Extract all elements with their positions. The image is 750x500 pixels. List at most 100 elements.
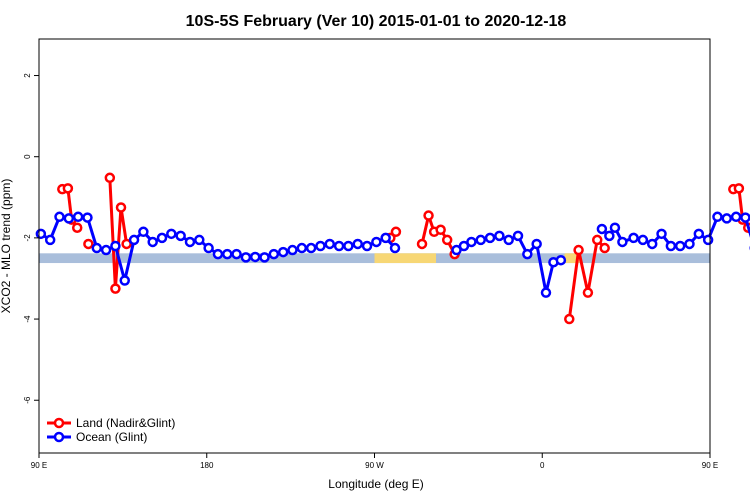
series-1-point bbox=[555, 254, 567, 266]
y-tick-label-4: -6 bbox=[23, 396, 32, 404]
map-band bbox=[39, 253, 710, 264]
series-1-point bbox=[628, 232, 639, 244]
x-tick-label-4: 90 E bbox=[702, 461, 718, 470]
land-band-1 bbox=[564, 253, 580, 264]
series-1-point bbox=[315, 240, 326, 252]
series-1-point bbox=[72, 211, 84, 223]
series-1-point bbox=[466, 236, 477, 248]
x-tick-label-0: 90 E bbox=[31, 461, 47, 470]
series-0-point bbox=[110, 283, 121, 294]
series-1-point bbox=[212, 248, 224, 260]
series-1-point bbox=[494, 230, 505, 242]
series-1-point bbox=[540, 287, 552, 298]
series-1-point bbox=[138, 226, 149, 238]
series-1-point bbox=[156, 232, 168, 244]
series-1-point bbox=[609, 222, 621, 233]
series-1-point bbox=[484, 232, 496, 244]
series-0-point bbox=[115, 202, 127, 213]
legend-label-land: Land (Nadir&Glint) bbox=[76, 416, 175, 430]
series-0-point bbox=[423, 210, 434, 221]
legend-marker-land bbox=[53, 417, 65, 429]
series-1-point bbox=[91, 242, 103, 254]
series-1-point bbox=[371, 236, 382, 248]
series-1-point bbox=[740, 212, 750, 223]
series-1-point bbox=[380, 232, 391, 244]
series-0-point bbox=[599, 242, 610, 254]
series-1-point bbox=[596, 223, 608, 235]
series-1-point bbox=[646, 238, 658, 250]
series-1-point bbox=[684, 238, 695, 250]
series-1-point bbox=[63, 213, 75, 224]
series-1-point bbox=[522, 248, 533, 260]
series-1-point bbox=[604, 230, 615, 242]
y-tick-label-1: 0 bbox=[23, 154, 32, 159]
series-0-point bbox=[71, 222, 83, 233]
series-1-point bbox=[184, 236, 196, 248]
series-1-point bbox=[324, 238, 336, 250]
series-1-point bbox=[674, 240, 686, 252]
series-0-point bbox=[121, 238, 132, 250]
y-axis: 2 0 -2 -4 -6 bbox=[23, 73, 39, 404]
series-0-point bbox=[104, 172, 116, 184]
legend: Land (Nadir&Glint) Ocean (Glint) bbox=[47, 416, 175, 444]
series-1-point bbox=[147, 236, 158, 248]
series-1-point bbox=[231, 248, 242, 260]
series-1-point bbox=[166, 228, 177, 240]
series-1-point bbox=[305, 242, 317, 254]
x-axis-label: Longitude (deg E) bbox=[328, 477, 423, 491]
series-0 bbox=[57, 172, 750, 325]
series-1-point bbox=[110, 240, 121, 252]
series-1-point bbox=[361, 240, 373, 252]
series-0-line-2 bbox=[108, 177, 129, 291]
series-1-point bbox=[712, 211, 723, 223]
land-band-0 bbox=[374, 253, 437, 264]
series-1-point bbox=[82, 212, 93, 223]
y-tick-label-3: -4 bbox=[23, 315, 32, 323]
series-1-point bbox=[44, 234, 56, 246]
series-1-point bbox=[333, 240, 345, 252]
series-1-point bbox=[35, 228, 47, 240]
series-1-point bbox=[637, 234, 649, 246]
series-0-point bbox=[416, 238, 428, 250]
series-1-point bbox=[54, 211, 65, 223]
y-axis-label: XCO2 - MLO trend (ppm) bbox=[0, 179, 13, 314]
legend-label-ocean: Ocean (Glint) bbox=[76, 430, 147, 444]
series-1-point bbox=[352, 238, 363, 250]
series-0-point bbox=[441, 234, 453, 246]
series-1-point bbox=[128, 234, 140, 246]
series-1-point bbox=[656, 228, 667, 240]
series-0-point bbox=[573, 244, 584, 256]
series-1-point bbox=[503, 234, 514, 246]
series-0-point bbox=[564, 313, 575, 325]
x-axis: 90 E 180 90 W 0 90 E bbox=[31, 453, 718, 470]
series-1-point bbox=[531, 238, 542, 250]
series-1-point bbox=[119, 275, 130, 286]
series-1-point bbox=[249, 251, 261, 263]
series-0-point bbox=[435, 224, 446, 236]
series-1-point bbox=[693, 228, 705, 240]
series-1-point bbox=[617, 236, 628, 248]
series-1-point bbox=[277, 246, 289, 258]
series-1-point bbox=[175, 230, 186, 242]
series-0-point bbox=[390, 226, 402, 238]
x-tick-label-3: 0 bbox=[540, 461, 545, 470]
series-1-point bbox=[458, 240, 470, 252]
series-1-point bbox=[296, 242, 308, 254]
series-1 bbox=[35, 211, 750, 298]
series-1-point bbox=[730, 211, 742, 223]
x-tick-label-1: 180 bbox=[200, 461, 214, 470]
series-1-point bbox=[100, 244, 112, 256]
series-1-point bbox=[203, 242, 214, 254]
series-1-point bbox=[343, 240, 354, 252]
series-0-point bbox=[733, 183, 745, 194]
series-1-point bbox=[222, 248, 233, 260]
series-0-point bbox=[83, 238, 94, 250]
series-1-point bbox=[389, 242, 401, 254]
legend-marker-ocean bbox=[53, 431, 65, 443]
x-tick-label-2: 90 W bbox=[365, 461, 384, 470]
series-1-point bbox=[287, 244, 298, 256]
series-layer bbox=[35, 172, 750, 325]
series-1-point bbox=[721, 213, 733, 224]
series-1-point bbox=[665, 240, 677, 252]
